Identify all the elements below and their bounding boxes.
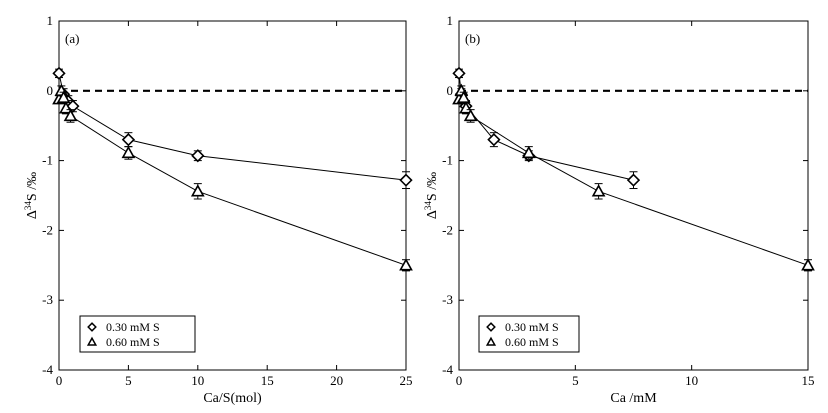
legend-label: 0.60 mM S (106, 335, 160, 349)
plot-frame (58, 20, 407, 371)
y-tick-label: 0 (447, 83, 454, 98)
y-tick-label: 1 (447, 13, 454, 28)
x-tick-label: 0 (456, 373, 463, 388)
y-tick-label: -2 (42, 222, 53, 237)
data-point-triangle (801, 258, 815, 271)
data-point-diamond (121, 133, 136, 147)
legend-box (79, 315, 196, 353)
data-point-triangle (59, 101, 73, 114)
data-point-triangle (190, 184, 205, 197)
y-tick-label: -4 (42, 362, 53, 377)
x-tick-label: 15 (802, 373, 815, 388)
x-tick-label: 5 (125, 373, 132, 388)
data-point-triangle (399, 258, 413, 271)
y-tick-label: -1 (42, 153, 53, 168)
series-line (58, 89, 407, 266)
x-axis-title: Ca /mM (610, 391, 657, 406)
panel-label: (a) (65, 31, 79, 46)
data-point-triangle (521, 145, 536, 159)
x-tick-label: 10 (191, 373, 204, 388)
y-axis-title-sup: 34 (423, 201, 433, 211)
legend-label: 0.30 mM S (505, 320, 559, 334)
series-diamond (52, 66, 413, 190)
y-tick-label: -2 (442, 222, 453, 237)
y-axis-title-rest: S /‰ (425, 172, 440, 201)
y-tick-label: -1 (442, 153, 453, 168)
y-axis-title: Δ34S /‰ (423, 172, 440, 219)
y-axis-title: Δ34S /‰ (23, 172, 40, 219)
x-tick-label: 5 (572, 373, 579, 388)
data-point-triangle (463, 108, 478, 122)
legend: 0.30 mM S0.60 mM S (79, 315, 196, 353)
legend-diamond-icon (486, 322, 496, 332)
legend-triangle-icon (86, 336, 98, 346)
data-point-triangle (121, 145, 136, 159)
series-triangle (452, 83, 815, 272)
series-line (458, 73, 634, 181)
y-tick-label: 0 (47, 83, 54, 98)
y-tick-label: -3 (42, 292, 53, 307)
chart-panel-b: 10-1-2-3-40 5 10 15(b)0.30 mM S0.60 mM SCa … (423, 13, 815, 406)
series-diamond (452, 66, 641, 190)
legend-box (478, 315, 580, 353)
legend-label: 0.60 mM S (505, 335, 559, 349)
data-point-diamond (487, 133, 501, 147)
y-tick-label: -4 (442, 362, 453, 377)
legend: 0.30 mM S0.60 mM S (478, 315, 580, 353)
chart-panel-a: 10-1-2-3-40 5 10 15 20 25(a)0.30 mM S0.60 mM … (23, 13, 413, 406)
y-axis-title-main: Δ (425, 210, 440, 219)
data-point-diamond (399, 173, 413, 187)
y-axis-title-sup: 34 (23, 201, 33, 211)
y-axis-title-main: Δ (25, 210, 40, 219)
y-axis-title-rest: S /‰ (25, 172, 40, 201)
data-point-diamond (626, 173, 641, 187)
series-triangle (52, 83, 413, 272)
legend-diamond-icon (87, 322, 97, 332)
y-tick-label: -3 (442, 292, 453, 307)
x-axis-title: Ca/S(mol) (203, 391, 262, 406)
x-tick-label: 0 (56, 373, 63, 388)
data-point-diamond (52, 66, 66, 80)
y-tick-label: 1 (47, 13, 54, 28)
legend-triangle-icon (485, 336, 497, 346)
data-point-triangle (63, 108, 78, 122)
x-tick-label: 15 (261, 373, 274, 388)
data-point-triangle (459, 101, 473, 114)
data-point-triangle (591, 184, 606, 197)
series-line (58, 73, 407, 181)
panel-label: (b) (465, 31, 480, 46)
x-tick-label: 20 (330, 373, 343, 388)
data-point-diamond (452, 66, 466, 80)
data-point-diamond (191, 149, 205, 163)
plot-frame (458, 20, 809, 371)
x-tick-label: 10 (685, 373, 698, 388)
x-tick-label: 25 (400, 373, 413, 388)
legend-label: 0.30 mM S (106, 320, 160, 334)
